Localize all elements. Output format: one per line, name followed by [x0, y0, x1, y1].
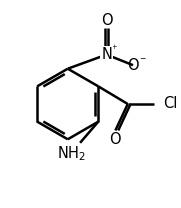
- Text: $^{-}$: $^{-}$: [139, 57, 147, 67]
- Text: O: O: [101, 13, 112, 28]
- Text: Cl: Cl: [163, 97, 177, 111]
- Text: NH$_2$: NH$_2$: [57, 144, 86, 163]
- Text: O: O: [110, 132, 121, 147]
- Text: N: N: [101, 47, 112, 62]
- Text: $^+$: $^+$: [110, 44, 119, 54]
- Text: N: N: [101, 47, 112, 62]
- Text: O: O: [127, 58, 139, 73]
